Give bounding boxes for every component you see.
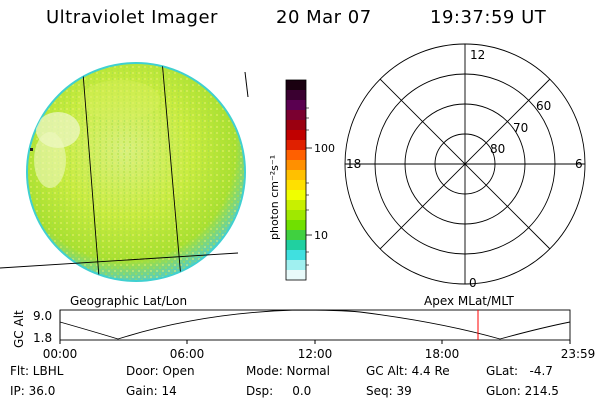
polar-label-18: 18	[346, 157, 361, 171]
time-label: 19:37:59 UT	[430, 7, 547, 28]
timeline-y-bottom: 1.8	[33, 331, 52, 345]
timeline-axis-title: GC Alt	[12, 310, 26, 348]
colorbar-band	[286, 220, 306, 231]
colorbar-band	[286, 170, 306, 181]
dsp-label: Dsp: 0.0	[246, 384, 312, 398]
colorbar-label-100: 100	[314, 142, 335, 155]
colorbar-band	[286, 110, 306, 121]
colorbar-band	[286, 210, 306, 221]
app-title: Ultraviolet Imager	[46, 7, 218, 28]
colorbar-band	[286, 180, 306, 191]
colorbar-band	[286, 190, 306, 201]
altitude-timeline	[59, 309, 571, 344]
colorbar-band	[286, 270, 306, 281]
colorbar-unit-label: photon cm⁻²s⁻¹	[268, 155, 281, 240]
timeline-y-top: 9.0	[33, 309, 52, 323]
seq-label: Seq: 39	[366, 384, 412, 398]
colorbar-band	[286, 140, 306, 151]
glat-label: GLat: -4.7	[486, 364, 553, 378]
polar-label-12: 12	[470, 48, 485, 62]
polar-ring-60: 60	[536, 99, 551, 113]
polar-ring-70: 70	[513, 121, 528, 135]
filter-label: Flt: LBHL	[10, 364, 64, 378]
colorbar-band	[286, 130, 306, 141]
polar-ring-80: 80	[490, 142, 505, 156]
colorbar-band	[286, 90, 306, 101]
gain-label: Gain: 14	[126, 384, 177, 398]
colorbar-band	[286, 230, 306, 241]
timeline-x-tick: 00:00	[43, 347, 78, 361]
polar-grid	[344, 43, 586, 285]
colorbar-label-10: 10	[314, 229, 328, 242]
colorbar-band	[286, 80, 306, 91]
colorbar: 100 10 photon cm⁻²s⁻¹	[268, 79, 335, 281]
timeline-x-tick: 23:59	[561, 347, 596, 361]
colorbar-band	[286, 260, 306, 271]
ip-label: IP: 36.0	[10, 384, 56, 398]
colorbar-band	[286, 100, 306, 111]
colorbar-band	[286, 150, 306, 161]
door-label: Door: Open	[126, 364, 195, 378]
polar-label-6: 6	[575, 157, 583, 171]
timeline-left-title: Geographic Lat/Lon	[70, 294, 187, 308]
colorbar-band	[286, 250, 306, 261]
uv-image	[0, 62, 249, 282]
timeline-right-title: Apex MLat/MLT	[424, 294, 514, 308]
mode-label: Mode: Normal	[246, 364, 330, 378]
colorbar-band	[286, 120, 306, 131]
timeline-x-tick: 12:00	[298, 347, 333, 361]
timeline-x-tick: 06:00	[170, 347, 205, 361]
gc-alt-label: GC Alt: 4.4 Re	[366, 364, 450, 378]
colorbar-band	[286, 240, 306, 251]
glon-label: GLon: 214.5	[486, 384, 559, 398]
timeline-x-tick: 18:00	[425, 347, 460, 361]
colorbar-band	[286, 200, 306, 211]
polar-label-0: 0	[469, 276, 477, 290]
colorbar-band	[286, 160, 306, 171]
date-label: 20 Mar 07	[276, 7, 372, 28]
